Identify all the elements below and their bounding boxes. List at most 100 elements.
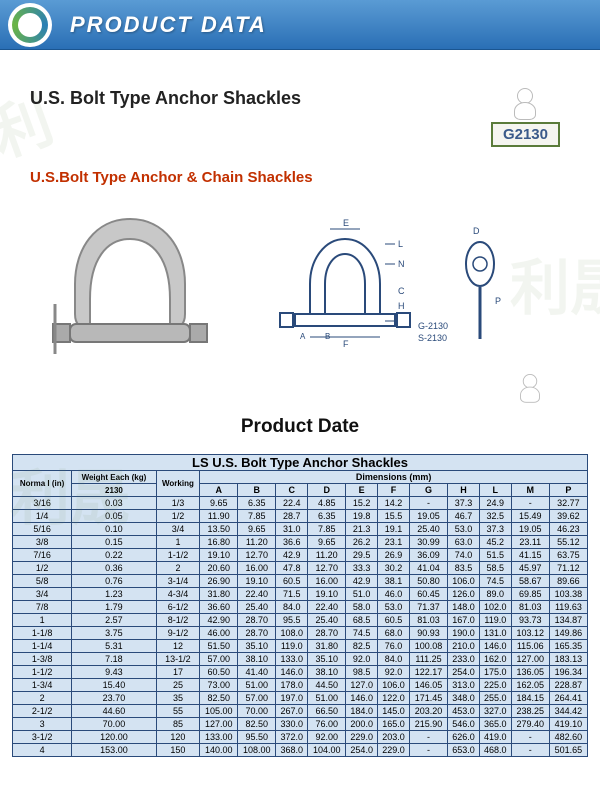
- table-cell: 38.10: [308, 666, 346, 679]
- table-cell: 3.75: [72, 627, 157, 640]
- table-row: 3-1/2120.00120133.0095.50372.092.00229.0…: [13, 731, 588, 744]
- table-row: 3/160.031/39.656.3522.44.8515.214.2-37.3…: [13, 497, 588, 510]
- table-cell: 149.86: [549, 627, 587, 640]
- table-cell: 74.0: [448, 549, 480, 562]
- table-cell: 92.00: [308, 731, 346, 744]
- table-cell: 26.9: [378, 549, 410, 562]
- table-cell: 103.38: [549, 588, 587, 601]
- table-cell: 468.0: [479, 744, 511, 757]
- table-cell: 29.5: [346, 549, 378, 562]
- table-row: 3/41.234-3/431.8022.4071.519.1051.046.06…: [13, 588, 588, 601]
- table-cell: 127.00: [200, 718, 238, 731]
- table-cell: 133.00: [200, 731, 238, 744]
- table-cell: 140.00: [200, 744, 238, 757]
- table-cell: 104.00: [308, 744, 346, 757]
- table-row: 1-1/83.759-1/246.0028.70108.028.7074.568…: [13, 627, 588, 640]
- table-cell: 68.5: [346, 614, 378, 627]
- table-cell: 1.79: [72, 601, 157, 614]
- svg-text:P: P: [495, 296, 501, 306]
- table-cell: 365.0: [479, 718, 511, 731]
- table-cell: 41.40: [238, 666, 276, 679]
- table-cell: 7.18: [72, 653, 157, 666]
- table-row: 1-1/45.311251.5035.10119.031.8082.576.01…: [13, 640, 588, 653]
- title-row: U.S. Bolt Type Anchor Shackles G2130: [30, 88, 570, 147]
- table-cell: 51.00: [308, 692, 346, 705]
- table-cell: 46.7: [448, 510, 480, 523]
- table-cell: 23.11: [511, 536, 549, 549]
- table-cell: 3: [13, 718, 72, 731]
- table-cell: 279.40: [511, 718, 549, 731]
- table-cell: 203.20: [409, 705, 447, 718]
- table-cell: 73.00: [200, 679, 238, 692]
- table-cell: 81.03: [511, 601, 549, 614]
- table-cell: 127.00: [511, 653, 549, 666]
- svg-text:D: D: [473, 226, 480, 236]
- table-cell: 122.0: [378, 692, 410, 705]
- svg-text:N: N: [398, 259, 405, 269]
- table-cell: 229.0: [378, 744, 410, 757]
- table-cell: 1-1/8: [13, 627, 72, 640]
- table-cell: 19.1: [378, 523, 410, 536]
- table-cell: 3/4: [156, 523, 199, 536]
- table-cell: 183.13: [549, 653, 587, 666]
- table-cell: 69.85: [511, 588, 549, 601]
- table-cell: 95.50: [238, 731, 276, 744]
- svg-text:S-2130: S-2130: [418, 333, 447, 343]
- th-weight-sub: 2130: [72, 484, 157, 497]
- table-cell: 44.50: [308, 679, 346, 692]
- table-cell: 53.0: [448, 523, 480, 536]
- table-cell: 4: [13, 744, 72, 757]
- table-cell: 66.50: [308, 705, 346, 718]
- table-cell: 100.08: [409, 640, 447, 653]
- table-cell: 145.0: [378, 705, 410, 718]
- figurine-icon: [512, 374, 548, 410]
- table-cell: 11.90: [200, 510, 238, 523]
- table-cell: -: [511, 744, 549, 757]
- table-cell: 25.40: [409, 523, 447, 536]
- model-badge: G2130: [491, 88, 560, 147]
- table-cell: 42.90: [200, 614, 238, 627]
- table-cell: 313.0: [448, 679, 480, 692]
- table-cell: 7/16: [13, 549, 72, 562]
- table-cell: 175.0: [479, 666, 511, 679]
- table-cell: 146.0: [276, 666, 308, 679]
- table-cell: 210.0: [448, 640, 480, 653]
- table-cell: 3-1/4: [156, 575, 199, 588]
- table-cell: 2-1/2: [13, 705, 72, 718]
- table-cell: 37.3: [448, 497, 480, 510]
- table-cell: 22.40: [238, 588, 276, 601]
- table-cell: 7/8: [13, 601, 72, 614]
- table-cell: 38.1: [378, 575, 410, 588]
- table-cell: 1-1/2: [156, 549, 199, 562]
- table-cell: 32.5: [479, 510, 511, 523]
- table-cell: 254.0: [346, 744, 378, 757]
- table-cell: 162.05: [511, 679, 549, 692]
- table-cell: 19.05: [409, 510, 447, 523]
- table-cell: 153.00: [72, 744, 157, 757]
- table-cell: 8-1/2: [156, 614, 199, 627]
- table-cell: 51.5: [479, 549, 511, 562]
- table-cell: 42.9: [276, 549, 308, 562]
- table-cell: 30.2: [378, 562, 410, 575]
- table-cell: -: [511, 497, 549, 510]
- table-cell: 9.43: [72, 666, 157, 679]
- table-cell: 134.87: [549, 614, 587, 627]
- table-cell: 0.36: [72, 562, 157, 575]
- table-cell: 120.00: [72, 731, 157, 744]
- table-cell: 3/16: [13, 497, 72, 510]
- table-cell: 105.00: [200, 705, 238, 718]
- table-cell: 165.35: [549, 640, 587, 653]
- table-cell: 19.10: [238, 575, 276, 588]
- table-cell: 57.00: [238, 692, 276, 705]
- table-cell: 50.80: [409, 575, 447, 588]
- table-cell: 58.67: [511, 575, 549, 588]
- table-cell: 19.8: [346, 510, 378, 523]
- table-cell: 28.70: [238, 627, 276, 640]
- table-cell: 39.62: [549, 510, 587, 523]
- table-cell: 146.05: [409, 679, 447, 692]
- table-cell: 25.40: [238, 601, 276, 614]
- data-table-wrap: LS U.S. Bolt Type Anchor Shackles Norma …: [0, 454, 600, 777]
- table-cell: 26.90: [200, 575, 238, 588]
- table-cell: 82.50: [200, 692, 238, 705]
- table-cell: 46.23: [549, 523, 587, 536]
